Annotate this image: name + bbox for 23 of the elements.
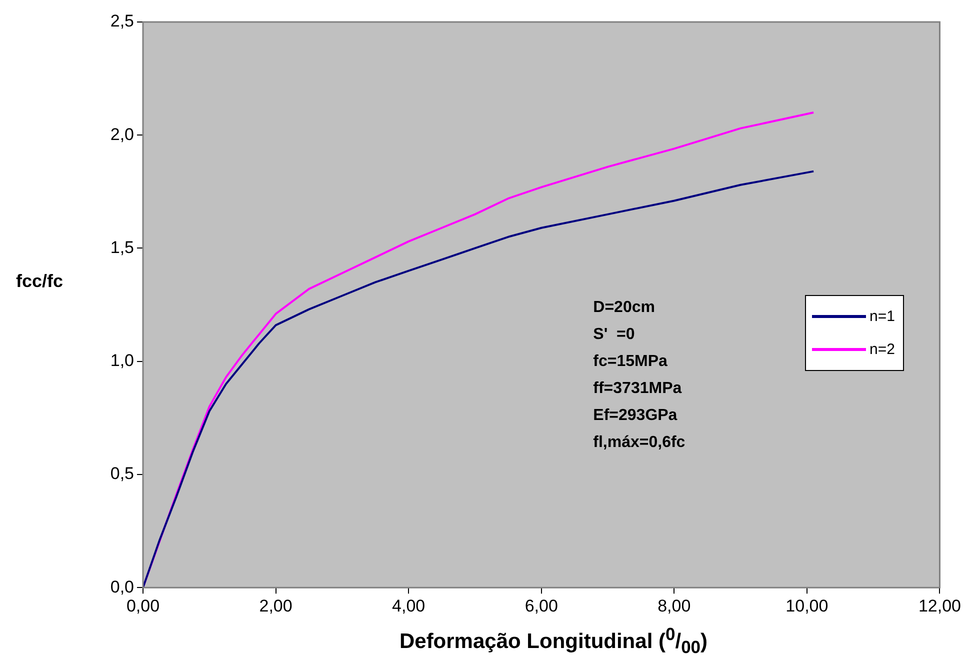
legend-label: n=2 bbox=[870, 341, 895, 358]
y-tick-label: 2,0 bbox=[110, 124, 134, 144]
y-axis-title: fcc/fc bbox=[16, 271, 64, 292]
x-tick-label: 6,00 bbox=[524, 596, 558, 616]
legend-label: n=1 bbox=[870, 308, 895, 325]
y-tick-label: 0,5 bbox=[110, 464, 134, 484]
annotation: ff=3731MPa bbox=[593, 380, 682, 398]
x-tick-label: 12,00 bbox=[918, 596, 962, 616]
y-tick-label: 2,5 bbox=[110, 12, 134, 31]
x-tick-label: 8,00 bbox=[658, 596, 691, 616]
y-tick-label: 0,0 bbox=[110, 577, 134, 596]
y-tick-label: 1,0 bbox=[110, 351, 134, 370]
annotation: D=20cm bbox=[593, 299, 655, 316]
annotation: Ef=293GPa bbox=[593, 407, 678, 424]
annotation: fl,máx=0,6fc bbox=[593, 434, 686, 452]
x-tick-label: 2,00 bbox=[259, 596, 292, 616]
x-tick-label: 0,00 bbox=[126, 596, 160, 616]
x-tick-label: 4,00 bbox=[392, 596, 426, 616]
y-tick-label: 1,5 bbox=[110, 238, 134, 257]
annotation: fc=15MPa bbox=[593, 353, 668, 370]
x-tick-label: 10,00 bbox=[786, 596, 828, 616]
annotation: S' =0 bbox=[593, 326, 635, 344]
x-axis-title: Deformação Longitudinal ($^{0}$/$_{00}$) bbox=[398, 624, 709, 658]
